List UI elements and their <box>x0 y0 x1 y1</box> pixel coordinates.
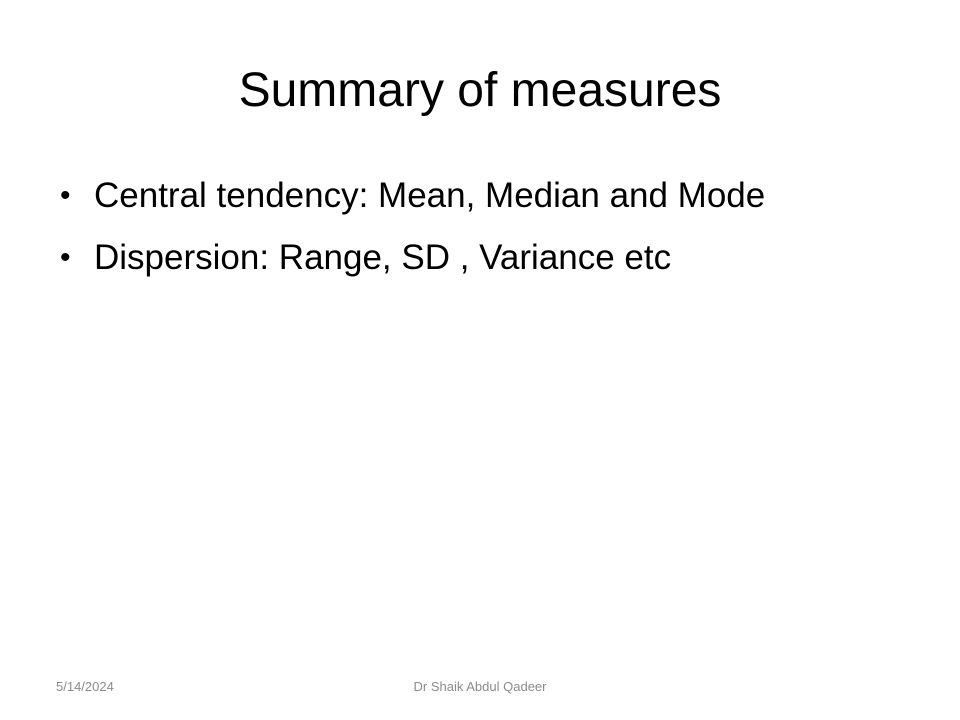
bullet-list: • Central tendency: Mean, Median and Mod… <box>56 172 916 296</box>
bullet-marker: • <box>60 241 71 274</box>
footer-author: Dr Shaik Abdul Qadeer <box>413 679 547 694</box>
footer-date: 5/14/2024 <box>56 679 114 694</box>
bullet-text: Central tendency: Mean, Median and Mode <box>94 176 766 215</box>
slide-title: Summary of measures <box>238 64 722 117</box>
bullet-item-dispersion: • Dispersion: Range, SD , Variance etc <box>56 234 916 282</box>
bullet-marker: • <box>60 179 71 212</box>
bullet-item-central-tendency: • Central tendency: Mean, Median and Mod… <box>56 172 916 220</box>
bullet-text: Dispersion: Range, SD , Variance etc <box>94 238 672 277</box>
